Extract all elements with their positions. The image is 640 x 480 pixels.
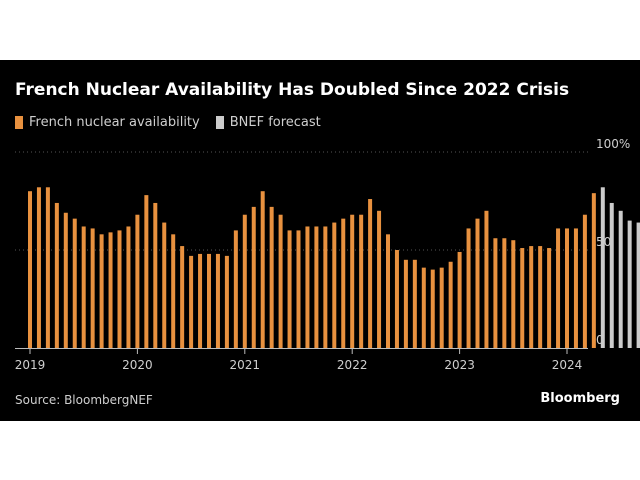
- availability-bar: [591, 193, 596, 348]
- availability-bar: [359, 214, 364, 348]
- availability-bar: [314, 226, 319, 348]
- availability-bar: [448, 261, 453, 348]
- availability-bar: [54, 202, 59, 348]
- availability-bar: [529, 246, 534, 348]
- availability-bar: [305, 226, 310, 348]
- availability-bar: [466, 228, 471, 348]
- availability-bar: [198, 253, 203, 348]
- availability-bar: [430, 269, 435, 348]
- availability-bar: [332, 222, 337, 348]
- availability-bar: [63, 212, 68, 348]
- availability-bar: [502, 238, 507, 348]
- availability-bar: [162, 222, 167, 348]
- forecast-bar: [618, 210, 623, 348]
- availability-bar: [350, 214, 355, 348]
- legend-label-forecast: BNEF forecast: [229, 115, 321, 130]
- availability-bar: [45, 187, 50, 348]
- availability-bar: [457, 251, 462, 348]
- availability-bar: [99, 234, 104, 348]
- availability-bar: [475, 218, 480, 348]
- forecast-bar: [600, 187, 605, 348]
- forecast-bar: [609, 202, 614, 348]
- y-tick-label: 0: [596, 333, 604, 347]
- y-tick-label: 100%: [596, 137, 630, 151]
- availability-bar: [493, 238, 498, 348]
- availability-bar: [260, 191, 265, 348]
- availability-bar: [28, 191, 32, 348]
- availability-bar: [386, 234, 390, 348]
- availability-bar: [582, 214, 587, 348]
- x-tick-label: 2023: [444, 358, 475, 372]
- availability-bar: [278, 214, 283, 348]
- availability-bar: [547, 248, 552, 348]
- availability-bar: [72, 218, 77, 348]
- chart-title: French Nuclear Availability Has Doubled …: [15, 80, 570, 100]
- availability-bar: [108, 232, 113, 348]
- availability-bar: [421, 267, 426, 348]
- availability-bar: [144, 195, 149, 348]
- availability-bar: [368, 199, 373, 348]
- availability-bar: [520, 248, 525, 348]
- forecast-bar: [636, 222, 640, 348]
- availability-bar: [269, 206, 274, 348]
- bloomberg-logo: Bloomberg: [540, 391, 620, 406]
- availability-bar: [189, 255, 194, 348]
- availability-bar: [251, 206, 256, 348]
- availability-bar: [394, 250, 399, 348]
- availability-bar: [287, 230, 292, 348]
- availability-bar: [81, 226, 86, 348]
- availability-bar: [135, 214, 140, 348]
- availability-bar: [215, 253, 220, 348]
- availability-bar: [484, 210, 489, 348]
- source-note: Source: BloombergNEF: [15, 393, 153, 407]
- availability-bar: [207, 253, 211, 348]
- x-tick-label: 2019: [15, 358, 46, 372]
- availability-bar: [403, 259, 408, 348]
- legend: French nuclear availability BNEF forecas…: [15, 115, 337, 130]
- chart-panel: French Nuclear Availability Has Doubled …: [0, 60, 640, 421]
- availability-bar: [180, 246, 185, 348]
- availability-bar: [377, 210, 382, 348]
- forecast-bar: [627, 220, 632, 348]
- legend-swatch-forecast: [215, 116, 224, 129]
- availability-bar: [90, 228, 95, 348]
- availability-bar: [117, 230, 122, 348]
- availability-bar: [412, 259, 417, 348]
- availability-bar: [439, 267, 444, 348]
- availability-bar: [538, 246, 543, 348]
- availability-bar: [341, 218, 346, 348]
- availability-bar: [556, 228, 561, 348]
- availability-bar: [573, 228, 578, 348]
- availability-bar: [565, 228, 569, 348]
- x-tick-label: 2024: [552, 358, 583, 372]
- availability-bar: [296, 230, 301, 348]
- availability-bar: [233, 230, 238, 348]
- availability-bar: [323, 226, 328, 348]
- availability-bar: [126, 226, 131, 348]
- availability-bar: [242, 214, 247, 348]
- availability-bar: [36, 187, 41, 348]
- availability-bar: [511, 240, 516, 348]
- x-tick-label: 2022: [337, 358, 368, 372]
- availability-bar: [224, 255, 229, 348]
- x-tick-label: 2021: [230, 358, 261, 372]
- legend-swatch-availability: [15, 116, 23, 129]
- legend-label-availability: French nuclear availability: [29, 115, 200, 130]
- x-tick-label: 2020: [122, 358, 153, 372]
- availability-bar: [153, 202, 158, 348]
- availability-bar: [171, 234, 176, 348]
